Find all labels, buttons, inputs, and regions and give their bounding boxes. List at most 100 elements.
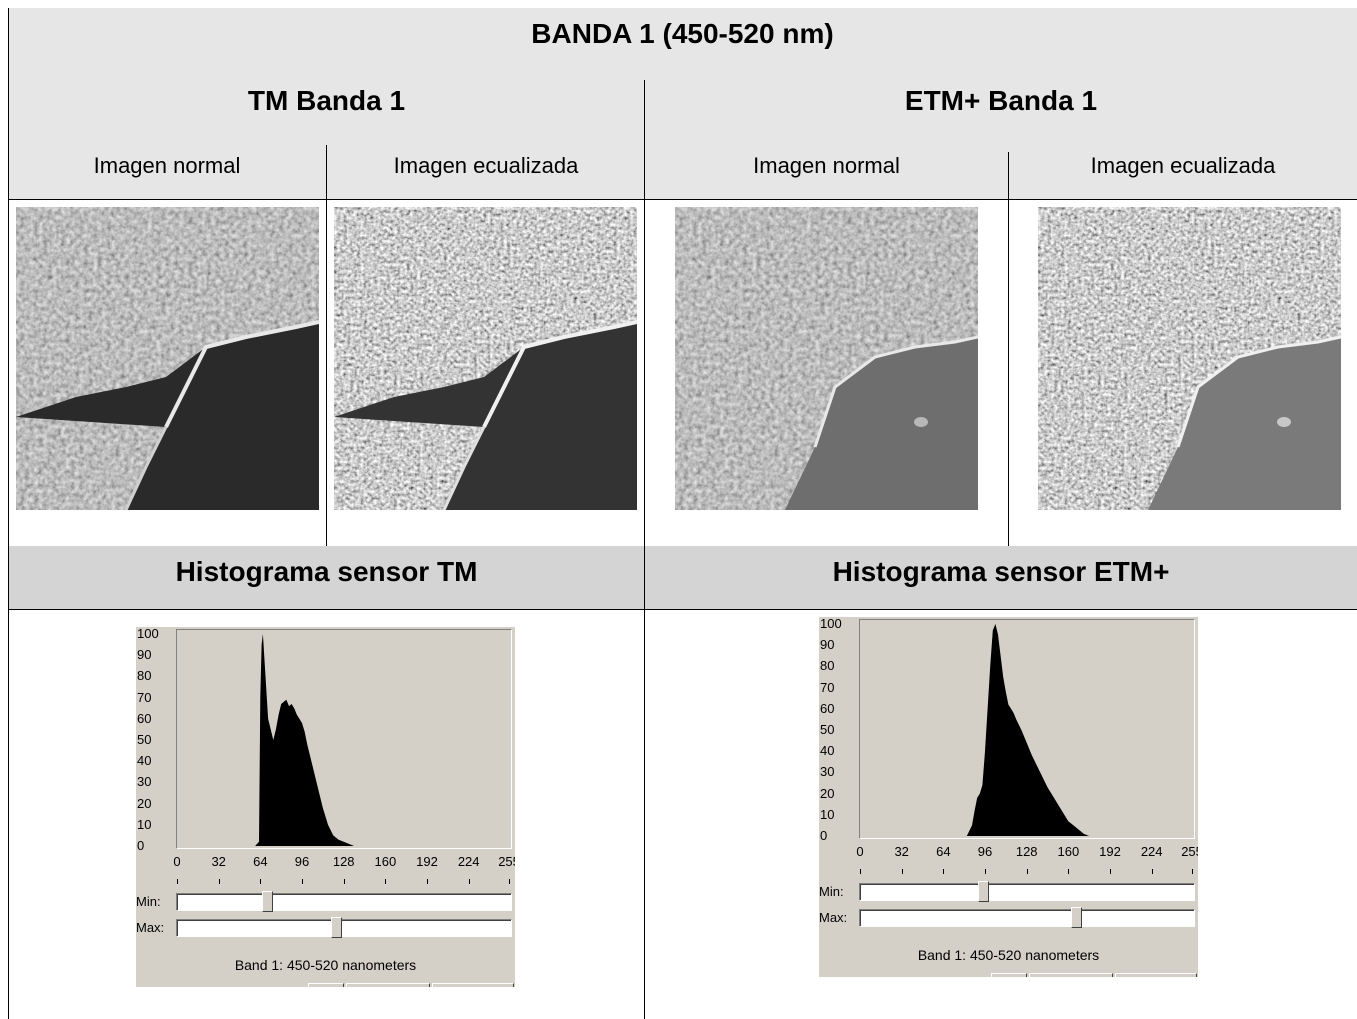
etm-x-tick-mark bbox=[1068, 869, 1070, 874]
tm-histogram-panel: 100 90 80 70 60 50 40 30 20 10 0 0 32 64 96 128 160 192 2… bbox=[136, 627, 515, 987]
table-divider-etm bbox=[1008, 152, 1009, 546]
etm-y-tick-label: 40 bbox=[820, 743, 835, 759]
etm-y-tick-label: 100 bbox=[820, 617, 842, 631]
etm-y-tick-label: 10 bbox=[820, 806, 835, 822]
table-divider-center bbox=[644, 80, 645, 1019]
tm-y-tick-label: 10 bbox=[137, 816, 152, 832]
tm-y-tick-label: 50 bbox=[137, 732, 152, 747]
table-divider-tm bbox=[326, 145, 327, 546]
etm-max-slider-thumb[interactable] bbox=[1070, 907, 1082, 928]
etm-x-tick-label: 64 bbox=[936, 844, 951, 859]
tm-y-tick-label: 0 bbox=[137, 838, 145, 853]
etm-min-slider-thumb[interactable] bbox=[977, 881, 989, 902]
tm-y-tick-label: 90 bbox=[137, 647, 152, 663]
tm-min-slider-thumb[interactable] bbox=[261, 891, 273, 912]
etm-x-tick-mark bbox=[1026, 869, 1028, 874]
tm-x-tick-mark bbox=[177, 879, 178, 884]
histogram-band bbox=[8, 546, 1357, 609]
table-border-left bbox=[8, 8, 9, 1019]
tm-min-slider[interactable] bbox=[176, 891, 512, 912]
etm-dialog-button-2[interactable] bbox=[1029, 973, 1113, 977]
etm-x-tick-mark bbox=[943, 869, 945, 874]
etm-x-tick-mark bbox=[1109, 869, 1111, 874]
etm-histogram-svg bbox=[966, 624, 1090, 836]
tm-x-tick-mark bbox=[218, 879, 220, 884]
tm-x-tick-mark bbox=[509, 879, 510, 884]
etm-y-tick-label: 50 bbox=[820, 722, 835, 737]
tm-y-tick-label: 70 bbox=[137, 689, 152, 705]
tm-y-tick-label: 80 bbox=[137, 668, 152, 684]
tm-equalized-image bbox=[334, 207, 637, 510]
etm-x-tick-label: 32 bbox=[894, 844, 909, 859]
etm-x-tick-label: 224 bbox=[1140, 844, 1163, 859]
etm-min-slider[interactable] bbox=[859, 881, 1195, 902]
etm-dialog-button-3[interactable] bbox=[1115, 973, 1197, 977]
etm-y-tick-label: 80 bbox=[820, 658, 835, 674]
etm-equalized-label: Imagen ecualizada bbox=[1090, 153, 1276, 178]
etm-histogram-plot bbox=[859, 619, 1195, 839]
tm-x-tick-mark bbox=[385, 879, 387, 884]
etm-y-tick-label: 90 bbox=[820, 637, 835, 653]
etm-histogram-area bbox=[966, 624, 1090, 836]
etm-x-tick-label: 128 bbox=[1015, 844, 1038, 859]
tm-histogram-title: Histograma sensor TM bbox=[175, 556, 478, 587]
etm-x-tick-label: 192 bbox=[1099, 844, 1121, 859]
tm-normal-label: Imagen normal bbox=[93, 153, 241, 178]
tm-normal-image bbox=[16, 207, 319, 510]
etm-y-tick-label: 70 bbox=[820, 679, 835, 695]
etm-max-label: Max: bbox=[819, 910, 848, 925]
etm-y-tick-label: 0 bbox=[820, 828, 828, 843]
tm-max-slider[interactable] bbox=[176, 917, 512, 938]
tm-x-tick-mark bbox=[343, 879, 345, 884]
tm-y-tick-label: 30 bbox=[137, 774, 152, 790]
tm-x-tick-label: 255 bbox=[498, 854, 515, 869]
tm-histogram-plot bbox=[176, 629, 512, 849]
tm-equalized-label: Imagen ecualizada bbox=[393, 153, 579, 178]
tm-min-label: Min: bbox=[136, 894, 161, 909]
tm-dialog-button-2[interactable] bbox=[346, 983, 430, 987]
etm-x-tick-mark bbox=[901, 869, 903, 874]
etm-x-tick-label: 96 bbox=[977, 844, 993, 859]
tm-x-tick-label: 128 bbox=[332, 854, 355, 869]
tm-column-title: TM Banda 1 bbox=[247, 85, 406, 116]
tm-x-tick-label: 0 bbox=[173, 854, 181, 869]
header-band bbox=[8, 8, 1357, 199]
etm-min-label: Min: bbox=[819, 884, 844, 899]
etm-dialog-button-1[interactable] bbox=[991, 973, 1027, 977]
tm-y-tick-label: 100 bbox=[137, 627, 159, 641]
tm-y-tick-label: 60 bbox=[137, 710, 152, 726]
tm-max-slider-thumb[interactable] bbox=[331, 917, 343, 938]
tm-x-tick-mark bbox=[301, 879, 303, 884]
tm-histogram-area bbox=[255, 634, 355, 846]
etm-equalized-image bbox=[1038, 207, 1341, 510]
etm-x-tick-mark bbox=[1192, 869, 1193, 874]
table-rule-histograms bbox=[8, 609, 1357, 610]
etm-x-tick-label: 0 bbox=[856, 844, 864, 859]
tm-x-tick-label: 160 bbox=[374, 854, 397, 869]
tm-y-tick-label: 40 bbox=[137, 753, 152, 769]
etm-column-title: ETM+ Banda 1 bbox=[904, 85, 1098, 116]
tm-x-tick-label: 96 bbox=[294, 854, 310, 869]
tm-x-tick-mark bbox=[468, 879, 470, 884]
etm-histogram-panel: 100 90 80 70 60 50 40 30 20 10 0 0 32 64 96 128 160 192 2… bbox=[819, 617, 1198, 977]
table-rule-images bbox=[8, 199, 1357, 200]
tm-max-label: Max: bbox=[136, 920, 165, 935]
etm-normal-label: Imagen normal bbox=[753, 153, 900, 178]
tm-x-tick-label: 32 bbox=[211, 854, 226, 869]
etm-x-tick-mark bbox=[1151, 869, 1153, 874]
etm-y-tick-label: 60 bbox=[820, 700, 835, 716]
tm-histogram-caption: Band 1: 450-520 nanometers bbox=[234, 957, 417, 973]
tm-x-tick-mark bbox=[426, 879, 428, 884]
etm-max-slider[interactable] bbox=[859, 907, 1195, 928]
tm-dialog-button-3[interactable] bbox=[432, 983, 514, 987]
page-title: BANDA 1 (450-520 nm) bbox=[531, 18, 834, 49]
tm-dialog-button-1[interactable] bbox=[308, 983, 344, 987]
tm-x-tick-label: 192 bbox=[416, 854, 438, 869]
tm-x-tick-label: 64 bbox=[253, 854, 268, 869]
etm-x-tick-label: 160 bbox=[1057, 844, 1080, 859]
etm-normal-image bbox=[675, 207, 978, 510]
etm-y-tick-label: 30 bbox=[820, 764, 835, 780]
tm-x-tick-mark bbox=[260, 879, 262, 884]
etm-x-tick-label: 255 bbox=[1181, 844, 1198, 859]
etm-x-tick-mark bbox=[984, 869, 986, 874]
